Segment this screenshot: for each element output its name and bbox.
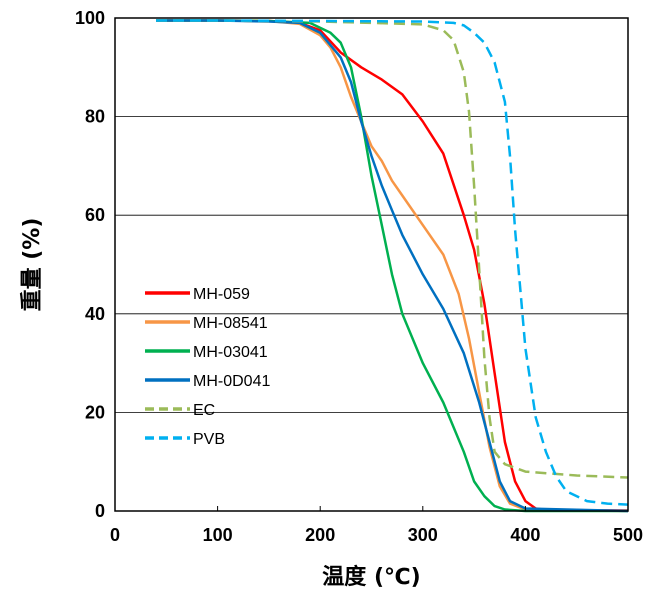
- x-tick-label: 500: [613, 525, 643, 545]
- series-line-mh-0d041: [156, 19, 629, 513]
- y-tick-label: 0: [95, 501, 105, 521]
- x-tick-label: 0: [110, 525, 120, 545]
- x-tick-label: 300: [408, 525, 438, 545]
- x-tick-label: 100: [203, 525, 233, 545]
- series-line-mh-059: [156, 19, 629, 512]
- y-tick-label: 100: [75, 8, 105, 28]
- x-axis-title: 温度 (℃): [322, 564, 420, 590]
- legend-label: PVB: [193, 431, 225, 448]
- y-axis-title: 重量 (%): [20, 218, 45, 312]
- legend-label: EC: [193, 402, 215, 419]
- plot-frame: [114, 17, 629, 512]
- series-line-mh-08541: [156, 19, 629, 513]
- legend-label: MH-0D041: [193, 373, 270, 390]
- series-line-pvb: [156, 19, 629, 506]
- gridlines: [115, 116, 628, 413]
- y-tick-label: 20: [85, 402, 105, 422]
- legend-label: MH-059: [193, 286, 250, 303]
- series-line-ec: [156, 19, 629, 479]
- axis-ticks: 0 20 40 60 80 100 0 100 200 300 400 500: [75, 8, 643, 545]
- x-tick-label: 200: [305, 525, 335, 545]
- series-lines: [156, 19, 629, 513]
- y-tick-label: 80: [85, 107, 105, 127]
- x-tick-label: 400: [510, 525, 540, 545]
- legend: MH-059 MH-08541 MH-03041 MH-0D041 EC PVB: [145, 286, 270, 448]
- legend-label: MH-08541: [193, 315, 268, 332]
- legend-label: MH-03041: [193, 344, 268, 361]
- series-line-mh-03041: [156, 19, 628, 513]
- y-tick-label: 60: [85, 205, 105, 225]
- y-tick-label: 40: [85, 304, 105, 324]
